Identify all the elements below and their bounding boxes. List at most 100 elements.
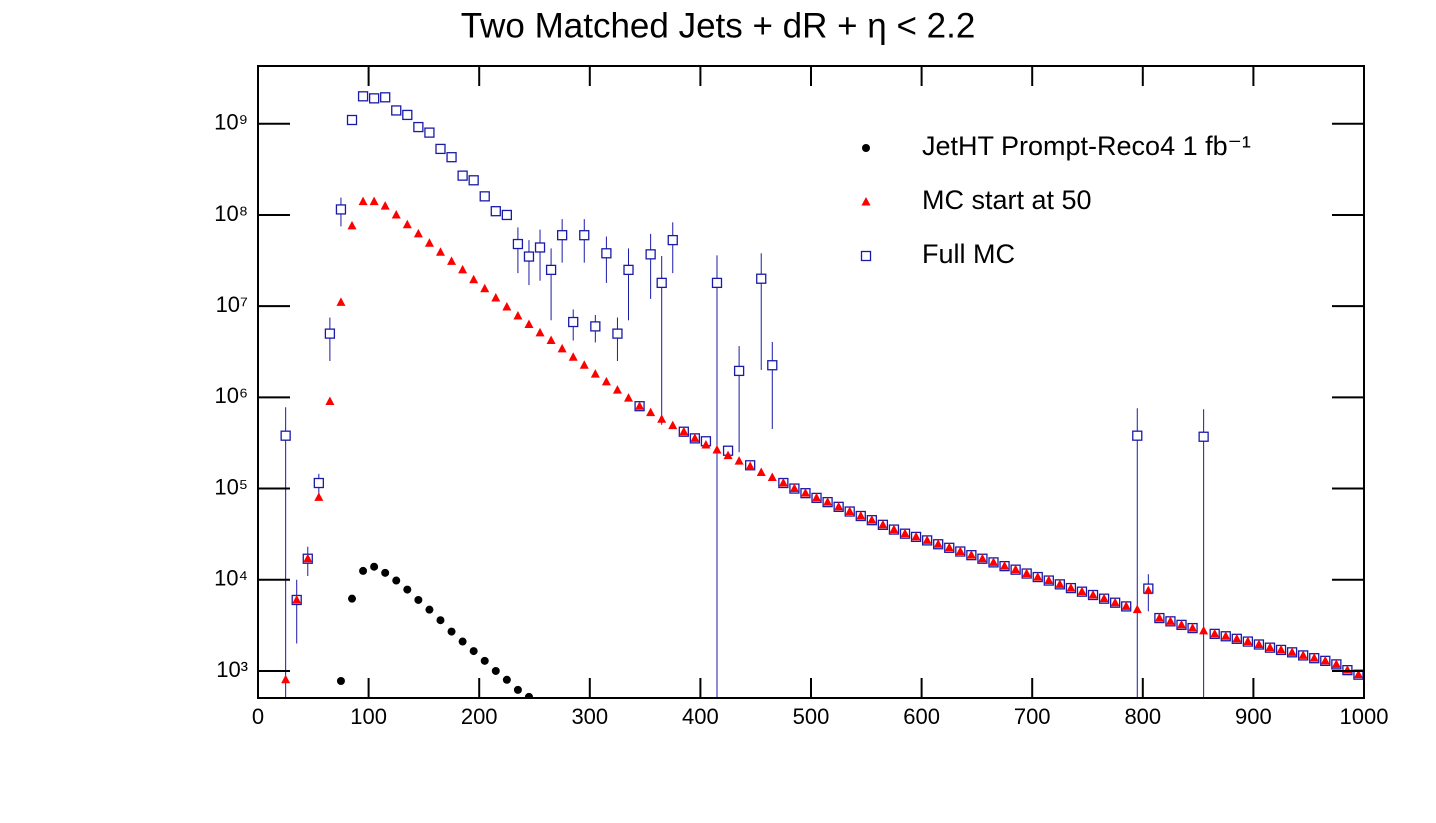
data-point <box>612 328 623 339</box>
y-tick-label: 10³ <box>216 657 248 682</box>
data-point <box>712 444 722 454</box>
data-point <box>413 121 424 133</box>
data-point <box>545 264 557 276</box>
data-point <box>512 238 524 250</box>
data-point <box>1320 655 1330 665</box>
data-point <box>711 277 723 289</box>
legend-marker <box>860 250 872 262</box>
data-point <box>778 478 788 487</box>
data-point <box>447 256 457 265</box>
data-point <box>513 685 522 694</box>
data-point <box>534 242 546 253</box>
x-tick-label: 1000 <box>1340 704 1389 729</box>
data-point <box>370 562 379 571</box>
data-point <box>1177 619 1187 629</box>
data-point <box>867 515 877 524</box>
data-point <box>1110 597 1120 607</box>
data-point <box>845 506 855 516</box>
data-point <box>646 407 656 417</box>
data-point <box>480 283 490 293</box>
data-point <box>1121 601 1131 610</box>
data-point <box>435 247 445 256</box>
legend-label: MC start at 50 <box>922 185 1092 215</box>
data-point <box>590 369 600 378</box>
data-point <box>469 274 479 284</box>
data-point <box>348 594 357 603</box>
x-tick-label: 700 <box>1014 704 1051 729</box>
data-point <box>435 143 446 155</box>
data-point <box>789 483 799 493</box>
data-point <box>800 488 810 497</box>
data-point <box>314 492 324 501</box>
data-point <box>955 546 965 556</box>
data-point <box>524 319 534 328</box>
data-point <box>436 616 445 625</box>
data-point <box>535 327 545 337</box>
y-tick-label: 10⁹ <box>214 110 248 135</box>
data-point <box>1033 572 1043 581</box>
data-point <box>601 376 611 386</box>
data-point <box>635 401 645 410</box>
data-point <box>457 170 468 181</box>
data-point <box>358 196 368 206</box>
data-point <box>336 676 345 685</box>
data-point <box>723 450 733 460</box>
data-point <box>1077 586 1087 596</box>
data-point <box>767 472 777 482</box>
data-point <box>1022 568 1032 578</box>
data-point <box>1000 561 1010 570</box>
data-point <box>1243 636 1253 646</box>
x-tick-label: 500 <box>793 704 830 729</box>
data-point <box>446 152 457 163</box>
x-tick-label: 400 <box>682 704 719 729</box>
data-point <box>944 542 954 552</box>
data-point <box>900 528 910 538</box>
data-point <box>612 385 622 394</box>
data-point <box>357 91 369 102</box>
data-point <box>623 264 634 276</box>
data-point <box>491 666 500 675</box>
data-point <box>922 535 932 544</box>
data-point <box>977 553 987 563</box>
data-point <box>524 692 533 698</box>
data-point <box>1088 590 1098 599</box>
data-point <box>369 196 379 206</box>
data-point <box>756 467 766 476</box>
x-tick-label: 200 <box>461 704 498 729</box>
data-point <box>745 461 755 470</box>
data-point <box>1210 628 1220 638</box>
data-point <box>391 105 402 116</box>
chart-title: Two Matched Jets + dR + η < 2.2 <box>461 6 976 45</box>
data-point <box>823 497 833 506</box>
plot-area <box>280 91 1364 698</box>
data-point <box>1099 593 1109 603</box>
x-tick-label: 100 <box>350 704 387 729</box>
data-point <box>381 568 390 577</box>
data-point <box>425 605 434 614</box>
data-point <box>1232 633 1242 643</box>
data-point <box>856 511 866 520</box>
data-point <box>1309 653 1319 662</box>
data-point <box>1198 431 1209 442</box>
data-point <box>1154 613 1164 622</box>
y-tick-label: 10⁸ <box>214 201 248 226</box>
data-point <box>911 531 921 541</box>
data-point <box>324 328 336 339</box>
data-point <box>479 191 490 202</box>
data-point <box>579 230 590 241</box>
data-point <box>656 277 667 289</box>
data-point <box>368 93 380 104</box>
data-point <box>1165 616 1175 625</box>
data-point <box>458 637 467 646</box>
data-point <box>502 301 512 311</box>
data-point <box>424 238 434 247</box>
data-point <box>501 209 513 221</box>
data-point <box>313 477 324 489</box>
data-point <box>523 251 535 262</box>
data-point <box>568 352 578 361</box>
data-point <box>303 553 313 563</box>
data-point <box>325 396 335 406</box>
data-point <box>590 321 601 332</box>
data-point <box>280 430 291 441</box>
data-point <box>756 273 767 284</box>
